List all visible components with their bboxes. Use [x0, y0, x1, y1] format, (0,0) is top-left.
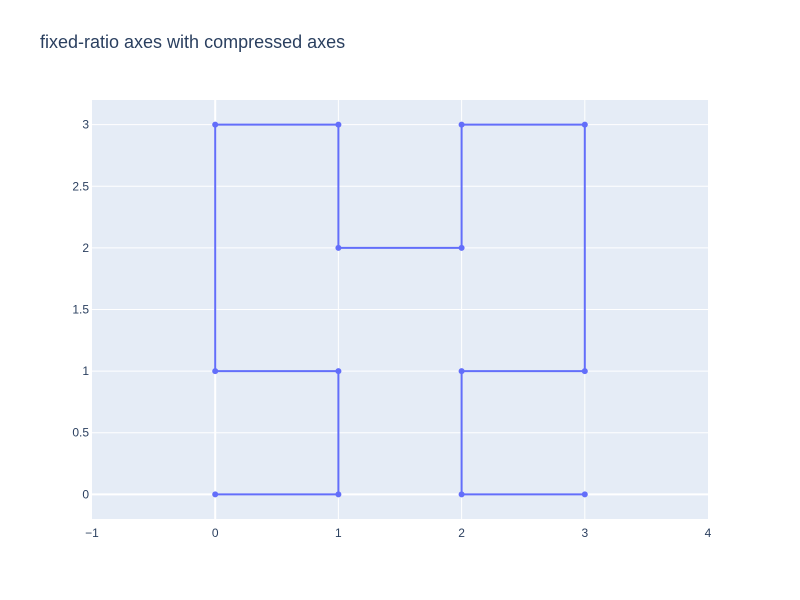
y-tick-label: 0.5	[72, 426, 89, 440]
y-tick-label: 1	[82, 364, 89, 378]
x-tick-label: −1	[85, 526, 99, 540]
data-point[interactable]	[335, 491, 342, 498]
y-tick-label: 3	[82, 118, 89, 132]
x-tick-label: 3	[581, 526, 588, 540]
data-point[interactable]	[212, 121, 219, 128]
x-tick-label: 4	[705, 526, 712, 540]
data-point[interactable]	[335, 244, 342, 251]
data-point[interactable]	[335, 368, 342, 375]
data-point[interactable]	[212, 368, 219, 375]
y-tick-label: 1.5	[72, 303, 89, 317]
y-tick-label: 2.5	[72, 179, 89, 193]
data-point[interactable]	[581, 491, 588, 498]
data-point[interactable]	[458, 368, 465, 375]
data-point[interactable]	[458, 491, 465, 498]
series-line	[214, 123, 586, 496]
data-point[interactable]	[335, 121, 342, 128]
y-tick-label: 0	[82, 487, 89, 501]
series-group	[212, 121, 588, 498]
data-point[interactable]	[458, 244, 465, 251]
x-tick-label: 2	[458, 526, 465, 540]
y-axis-ticks: 0 0.5 1 1.5 2 2.5 3	[72, 118, 89, 502]
x-axis-ticks: −1 0 1 2 3 4	[85, 526, 712, 540]
chart-title: fixed-ratio axes with compressed axes	[40, 32, 346, 52]
data-point[interactable]	[458, 121, 465, 128]
data-point[interactable]	[212, 491, 219, 498]
x-tick-label: 1	[335, 526, 342, 540]
y-tick-label: 2	[82, 241, 89, 255]
x-tick-label: 0	[212, 526, 219, 540]
data-point[interactable]	[581, 121, 588, 128]
data-point[interactable]	[581, 368, 588, 375]
